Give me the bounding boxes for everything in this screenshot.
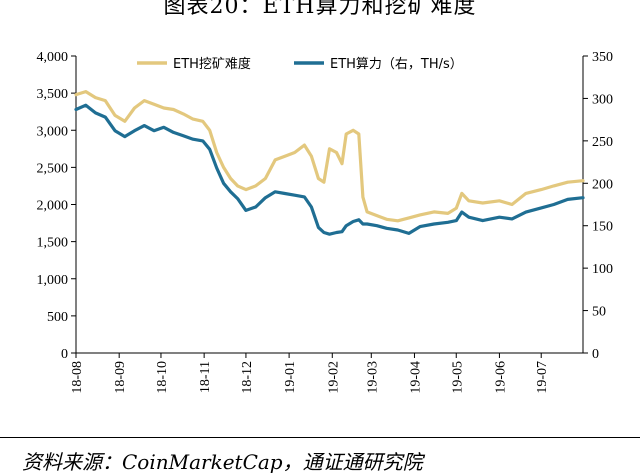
right-tick-label: 300 xyxy=(592,92,613,107)
legend: ETH挖矿难度 ETH算力（右，TH/s） xyxy=(137,56,463,72)
right-tick-label: 0 xyxy=(592,347,599,362)
left-tick-label: 3,000 xyxy=(37,124,69,139)
x-tick-label: 19-05 xyxy=(450,361,465,394)
series-line-0 xyxy=(74,89,585,223)
series-lines xyxy=(74,89,585,236)
chart-title: 图表20：ETH算力和挖矿难度 xyxy=(163,0,477,19)
left-tick-label: 3,500 xyxy=(37,87,69,102)
x-tick-label: 19-02 xyxy=(326,361,341,394)
left-tick-label: 0 xyxy=(61,347,68,362)
footer-divider xyxy=(0,437,640,438)
chart: 0 500 1,000 1,500 2,000 2,500 3,000 3,500 4,000 0… xyxy=(37,50,614,394)
legend-label-1: ETH算力（右，TH/s） xyxy=(330,57,463,72)
x-tick-label: 18-08 xyxy=(70,361,85,394)
left-tick-label: 2,500 xyxy=(37,161,69,176)
x-tick-label: 18-11 xyxy=(198,361,213,393)
x-tick-label: 19-01 xyxy=(283,361,298,394)
right-tick-label: 350 xyxy=(592,50,613,65)
right-tick-label: 100 xyxy=(592,262,613,277)
series-line-1 xyxy=(74,103,585,236)
axes: 0 500 1,000 1,500 2,000 2,500 3,000 3,500 4,000 0… xyxy=(37,50,614,394)
right-tick-label: 200 xyxy=(592,177,613,192)
left-tick-label: 4,000 xyxy=(37,50,69,65)
right-tick-label: 50 xyxy=(592,305,606,320)
x-tick-label: 19-03 xyxy=(365,361,380,394)
x-tick-label: 19-04 xyxy=(408,361,423,394)
x-tick-label: 18-10 xyxy=(155,361,170,394)
left-tick-label: 2,000 xyxy=(37,199,69,214)
x-tick-label: 18-12 xyxy=(240,361,255,394)
right-tick-label: 150 xyxy=(592,220,613,235)
left-tick-label: 500 xyxy=(47,310,68,325)
left-tick-label: 1,000 xyxy=(37,273,69,288)
x-tick-label: 18-09 xyxy=(113,361,128,394)
left-tick-label: 1,500 xyxy=(37,236,69,251)
right-tick-label: 250 xyxy=(592,135,613,150)
x-tick-label: 19-07 xyxy=(535,361,550,394)
legend-label-0: ETH挖矿难度 xyxy=(173,56,251,72)
x-tick-label: 19-06 xyxy=(493,361,508,394)
